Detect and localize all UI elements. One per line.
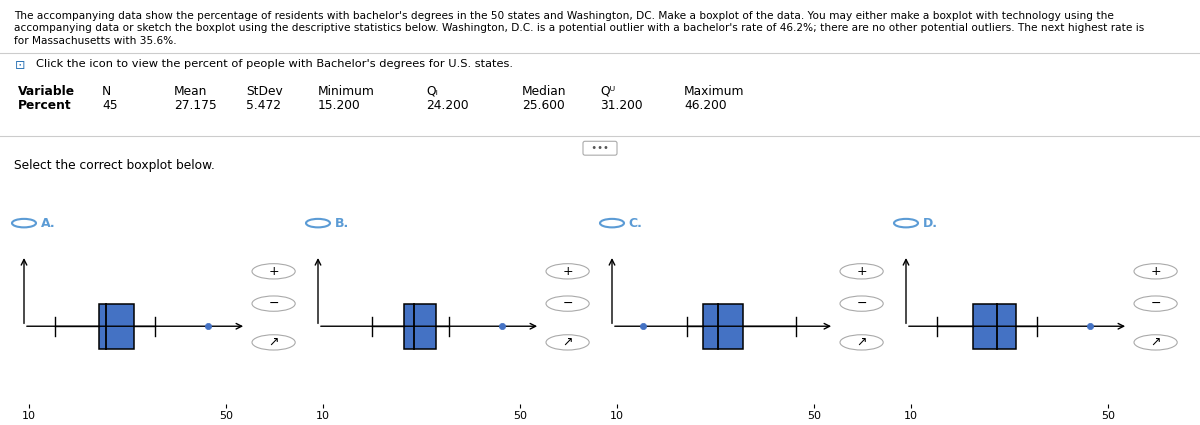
Text: +: +	[269, 265, 278, 278]
Text: −: −	[563, 297, 572, 310]
Text: Mean: Mean	[174, 85, 208, 98]
Text: N: N	[102, 85, 112, 98]
Text: accompanying data or sketch the boxplot using the descriptive statistics below. : accompanying data or sketch the boxplot …	[14, 23, 1145, 34]
Text: A.: A.	[41, 217, 55, 230]
Text: Variable: Variable	[18, 85, 76, 98]
Text: 5.472: 5.472	[246, 99, 281, 112]
Text: Click the icon to view the percent of people with Bachelor's degrees for U.S. st: Click the icon to view the percent of pe…	[36, 59, 514, 69]
Text: ⊡: ⊡	[14, 59, 25, 72]
Text: D.: D.	[923, 217, 938, 230]
Text: Minimum: Minimum	[318, 85, 374, 98]
Bar	[404, 303, 437, 349]
Text: B.: B.	[335, 217, 349, 230]
Text: Qₗ: Qₗ	[426, 85, 438, 98]
Text: C.: C.	[629, 217, 643, 230]
Text: The accompanying data show the percentage of residents with bachelor's degrees i: The accompanying data show the percentag…	[14, 11, 1115, 21]
Text: 15.200: 15.200	[318, 99, 361, 112]
Text: 27.175: 27.175	[174, 99, 217, 112]
Text: Median: Median	[522, 85, 566, 98]
Text: 45: 45	[102, 99, 118, 112]
Bar	[98, 303, 133, 349]
Text: Maximum: Maximum	[684, 85, 744, 98]
Text: ↗: ↗	[269, 336, 278, 349]
Text: 25.600: 25.600	[522, 99, 565, 112]
Text: for Massachusetts with 35.6%.: for Massachusetts with 35.6%.	[14, 36, 178, 46]
Text: •••: •••	[584, 143, 616, 153]
Text: ↗: ↗	[857, 336, 866, 349]
Text: −: −	[857, 297, 866, 310]
Text: 31.200: 31.200	[600, 99, 643, 112]
Text: Percent: Percent	[18, 99, 72, 112]
Bar	[973, 303, 1015, 349]
Text: +: +	[1151, 265, 1160, 278]
Bar	[703, 303, 743, 349]
Text: 46.200: 46.200	[684, 99, 727, 112]
Text: Qᵁ: Qᵁ	[600, 85, 616, 98]
Text: StDev: StDev	[246, 85, 283, 98]
Text: 24.200: 24.200	[426, 99, 469, 112]
Text: +: +	[857, 265, 866, 278]
Text: +: +	[563, 265, 572, 278]
Text: ↗: ↗	[563, 336, 572, 349]
Text: −: −	[1151, 297, 1160, 310]
Text: Select the correct boxplot below.: Select the correct boxplot below.	[14, 159, 215, 173]
Text: ↗: ↗	[1151, 336, 1160, 349]
Text: −: −	[269, 297, 278, 310]
